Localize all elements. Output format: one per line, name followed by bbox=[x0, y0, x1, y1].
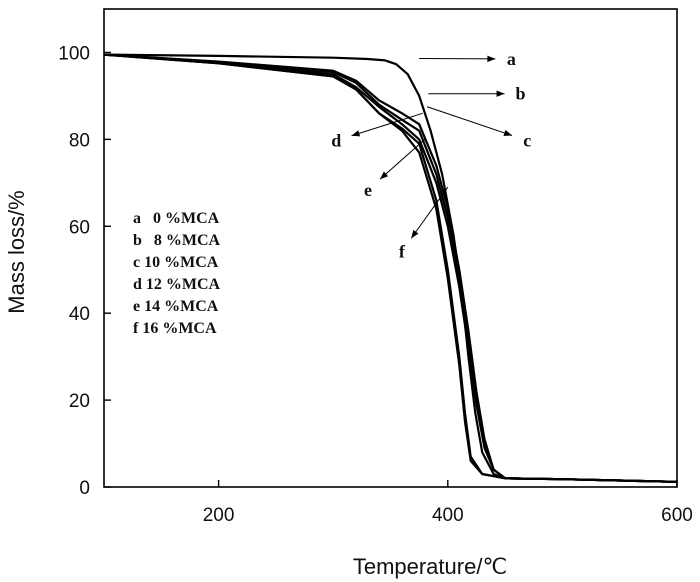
y-tick-label: 20 bbox=[69, 391, 90, 412]
callout-arrow-d bbox=[351, 112, 423, 137]
callout-arrowhead-a bbox=[487, 55, 496, 63]
x-tick-label: 200 bbox=[203, 505, 235, 526]
y-tick-label: 60 bbox=[69, 217, 90, 238]
callout-arrowhead-b bbox=[496, 90, 505, 97]
annotations-group: ab c d e f bbox=[331, 49, 531, 261]
plot-frame bbox=[103, 8, 678, 488]
callout-arrowhead-f bbox=[411, 229, 419, 239]
legend-entry: f 16 %MCA bbox=[133, 320, 217, 337]
legend: a 0 %MCA b 8 %MCA c 10 %MCA d 12 %MCA e … bbox=[133, 210, 221, 337]
callout-arrow-c bbox=[427, 106, 513, 136]
y-tick-label: 80 bbox=[69, 130, 90, 151]
y-tick-label: 0 bbox=[79, 478, 90, 499]
callout-label-b: b bbox=[516, 84, 526, 104]
callout-arrow-e bbox=[379, 138, 426, 180]
callout-label-e: e bbox=[364, 180, 372, 200]
callout-label-a: a bbox=[507, 49, 516, 69]
x-tick-label: 600 bbox=[661, 505, 693, 526]
series-line-f bbox=[103, 53, 678, 483]
x-tick-label: 400 bbox=[432, 505, 464, 526]
y-axis-title: Mass loss/% bbox=[4, 190, 29, 313]
callout-arrowhead-e bbox=[379, 171, 389, 180]
callout-arrow-f bbox=[410, 186, 449, 239]
callout-label-d: d bbox=[331, 131, 341, 151]
series-line-d bbox=[103, 53, 678, 483]
legend-entry: a 0 %MCA bbox=[133, 210, 220, 227]
legend-entry: b 8 %MCA bbox=[133, 232, 221, 249]
series-line-a bbox=[103, 53, 678, 483]
legend-entry: d 12 %MCA bbox=[133, 276, 221, 293]
x-axis-title: Temperature/℃ bbox=[353, 554, 507, 579]
y-tick-label: 100 bbox=[58, 43, 90, 64]
legend-entry: c 10 %MCA bbox=[133, 254, 219, 271]
callout-arrowhead-c bbox=[503, 129, 513, 136]
callout-arrowhead-d bbox=[351, 130, 361, 137]
legend-entry: e 14 %MCA bbox=[133, 298, 219, 315]
callout-label-f: f bbox=[399, 241, 406, 261]
y-tick-label: 40 bbox=[69, 304, 90, 325]
callout-label-c: c bbox=[523, 131, 531, 151]
series-group bbox=[103, 53, 678, 483]
ticks-group: 200 400 600 0 20 40 60 80 100 bbox=[58, 43, 693, 526]
